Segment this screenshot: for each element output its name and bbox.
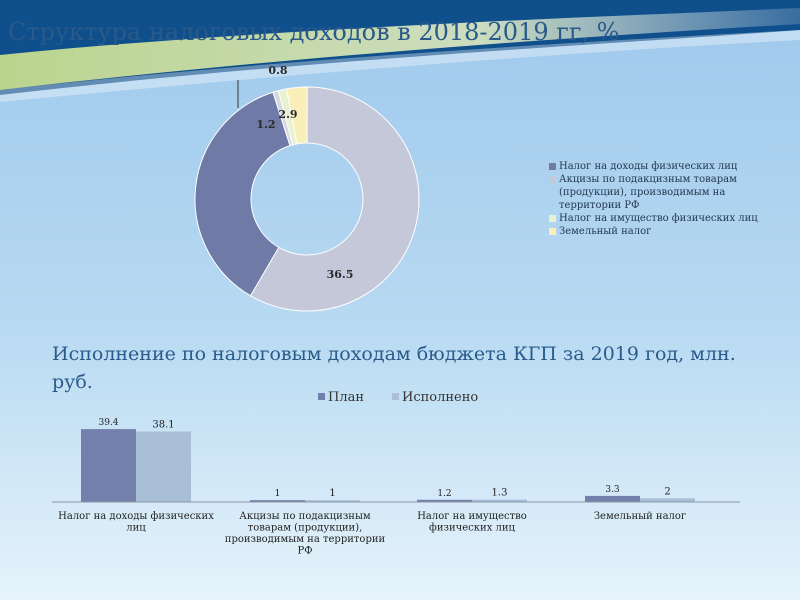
slice-data-label: 36.5 xyxy=(327,268,354,281)
bar-data-label: 2 xyxy=(664,486,670,497)
slice-data-label: 1.2 xyxy=(256,118,275,131)
bar-plan xyxy=(585,495,640,502)
donut-legend-item: Налог на доходы физических лиц xyxy=(549,160,764,173)
legend-swatch xyxy=(549,228,556,235)
bar-done xyxy=(305,500,360,502)
bar-plan xyxy=(81,429,136,502)
legend-label: Налог на имущество физических лиц xyxy=(559,213,758,224)
bar-legend-swatch xyxy=(318,393,325,400)
bar-plan xyxy=(417,499,472,502)
donut-legend-item: Акцизы по подакцизным товарам (продукции… xyxy=(549,173,764,212)
bar-legend-swatch xyxy=(392,393,399,400)
bar-legend-label: Исполнено xyxy=(402,390,478,405)
bar-data-label: 1.3 xyxy=(492,488,508,499)
donut-legend: Налог на доходы физических лиц Акцизы по … xyxy=(549,160,764,238)
bar-data-label: 38.1 xyxy=(152,420,174,431)
legend-swatch xyxy=(549,176,556,183)
bar-data-label: 1 xyxy=(329,488,335,499)
bar-category-label: Налог на имущество физических лиц xyxy=(417,511,527,534)
bar-data-label: 1.2 xyxy=(437,489,451,499)
slice-data-label: 0.8 xyxy=(268,64,287,77)
slice-data-label: 2.9 xyxy=(278,108,297,121)
legend-label: Земельный налог xyxy=(559,226,652,237)
bar-category-label: Земельный налог xyxy=(594,511,686,522)
legend-label: Налог на доходы физических лиц xyxy=(559,161,738,172)
legend-swatch xyxy=(549,163,556,170)
donut-legend-item: Налог на имущество физических лиц xyxy=(549,212,764,225)
donut-slice xyxy=(286,86,308,145)
bar-done xyxy=(472,499,527,502)
donut-legend-item: Земельный налог xyxy=(549,225,764,238)
bar-chart-title: Исполнение по налоговым доходам бюджета … xyxy=(52,343,736,393)
bar-done xyxy=(640,498,695,502)
bar-plan xyxy=(250,500,305,502)
legend-label: Акцизы по подакцизным товарам (продукции… xyxy=(559,174,737,211)
bar-data-label: 39.4 xyxy=(98,418,118,428)
donut-slice xyxy=(194,91,291,297)
chart-title: Структура налоговых доходов в 2018-2019 … xyxy=(8,18,620,46)
bar-done xyxy=(136,431,191,502)
donut-slice xyxy=(249,86,420,312)
bar-data-label: 1 xyxy=(275,489,281,499)
bar-data-label: 3.3 xyxy=(605,485,620,495)
legend-swatch xyxy=(549,215,556,222)
bar-category-label: Налог на доходы физических лиц xyxy=(58,511,214,534)
bar-category-label: Акцизы по подакцизным товарам (продукции)… xyxy=(225,511,386,557)
bar-legend-label: План xyxy=(328,390,364,405)
